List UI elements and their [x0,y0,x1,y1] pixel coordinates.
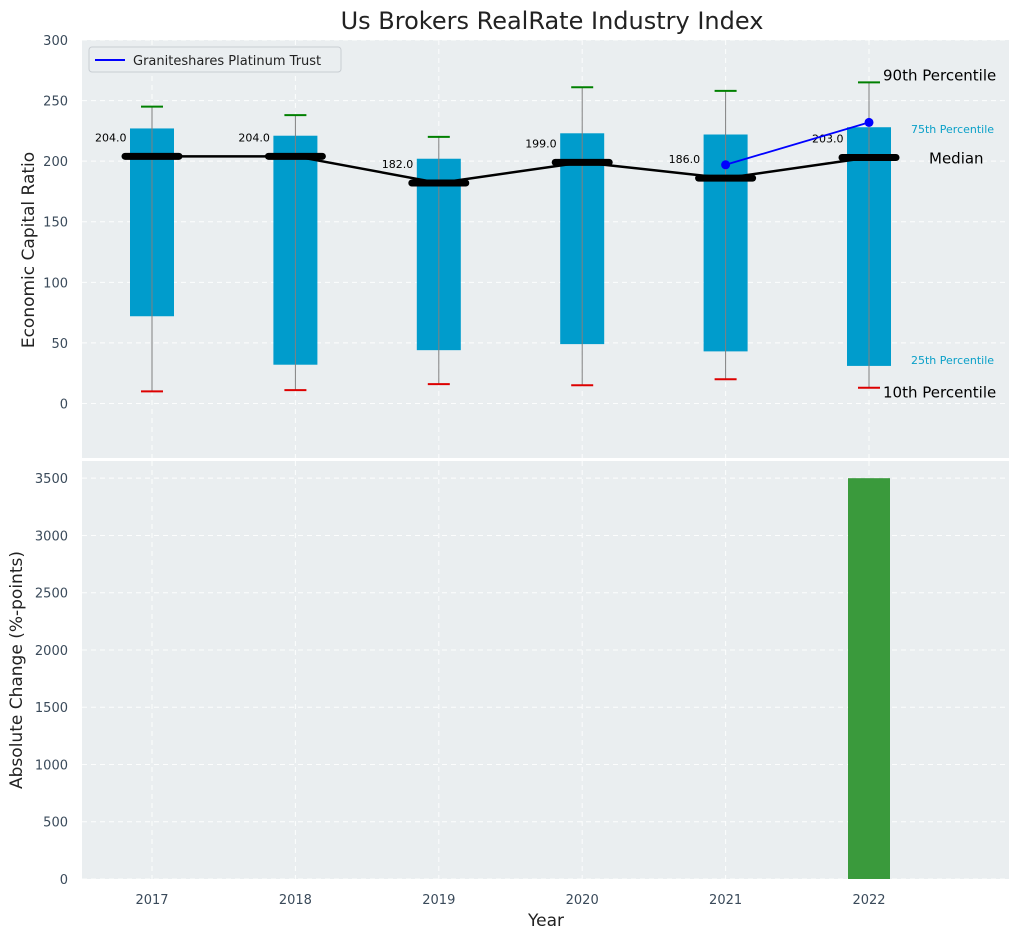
x-tick-label: 2022 [852,893,885,908]
median-value-label: 199.0 [525,137,557,150]
bottom-y-axis-label: Absolute Change (%-points) [7,551,27,789]
x-tick-label: 2019 [422,893,455,908]
bottom-y-tick-label: 500 [43,816,68,831]
bottom-y-tick-label: 1500 [35,701,68,716]
bottom-panel-plot [848,478,890,879]
annotation-10th: 10th Percentile [883,384,996,402]
x-axis-label: Year [527,911,564,931]
chart-title: Us Brokers RealRate Industry Index [341,7,764,35]
bottom-y-tick-label: 3000 [35,529,68,544]
axis-ticks: 0501001502002503000500100015002000250030… [35,34,886,908]
top-y-tick-label: 150 [43,216,68,231]
change-bar [848,478,890,879]
x-tick-label: 2018 [279,893,312,908]
top-y-tick-label: 50 [51,337,68,352]
x-tick-label: 2020 [566,893,599,908]
company-series-point [864,117,874,127]
legend: Graniteshares Platinum Trust [88,46,342,73]
bottom-y-tick-label: 2000 [35,644,68,659]
top-y-tick-label: 250 [43,95,68,110]
annotation-median: Median [929,150,984,168]
annotation-25th: 25th Percentile [911,354,994,367]
annotation-90th: 90th Percentile [883,66,996,84]
top-panel-plot: 204.0 204.0 182.0 199.0 186.0 203.0 90th Perce… [95,66,996,401]
legend-label: Graniteshares Platinum Trust [133,54,321,69]
top-y-tick-label: 0 [60,397,68,412]
company-series-line [725,121,870,166]
bottom-y-tick-label: 3500 [35,472,68,487]
company-series-point [721,160,731,170]
median-value-label: 203.0 [812,133,844,146]
x-tick-label: 2017 [135,893,168,908]
top-y-tick-label: 200 [43,155,68,170]
legend-box [88,46,342,73]
annotation-75th: 75th Percentile [911,123,994,136]
top-y-tick-label: 100 [43,276,68,291]
bottom-y-tick-label: 2500 [35,587,68,602]
top-y-tick-label: 300 [43,34,68,49]
top-y-axis-label: Economic Capital Ratio [19,152,39,348]
median-value-label: 182.0 [382,158,414,171]
median-value-label: 204.0 [238,131,270,144]
median-value-label: 204.0 [95,131,127,144]
bottom-y-tick-label: 0 [60,873,68,888]
x-tick-label: 2021 [709,893,742,908]
bottom-y-tick-label: 1000 [35,758,68,773]
median-value-label: 186.0 [669,153,701,166]
